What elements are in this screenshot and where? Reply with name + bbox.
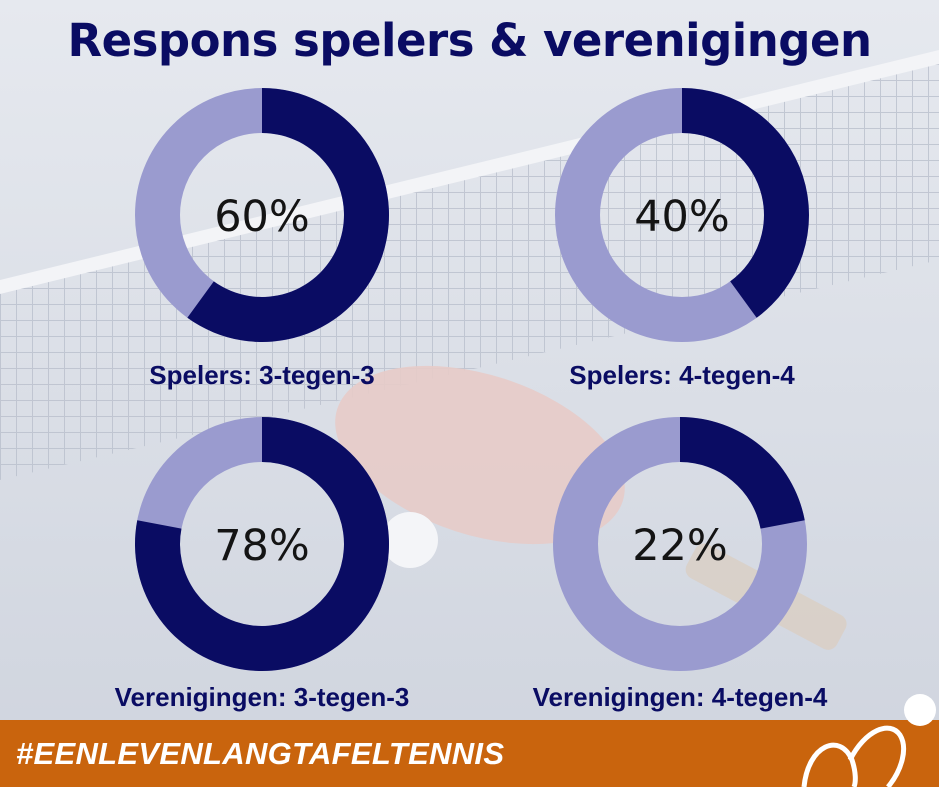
donut-value-slice [680,417,805,529]
table-net [0,60,939,480]
percentage-label: 22% [632,521,728,571]
donut-chart [135,88,389,342]
logo-ball [904,694,936,726]
footer-bar: #EENLEVENLANGTAFELTENNIS [0,720,939,787]
donut-spelers-4-tegen-4: 40% [555,88,809,342]
chart-label: Verenigingen: 3-tegen-3 [114,682,410,712]
donut-chart [553,417,807,671]
donut-spelers-3-tegen-3: 60% [135,88,389,342]
donut-chart [555,88,809,342]
chart-label: Spelers: 3-tegen-3 [149,360,375,390]
hashtag: #EENLEVENLANGTAFELTENNIS [16,736,505,771]
donut-verenigingen-3-tegen-3: 78% [135,417,389,671]
chart-label: Verenigingen: 4-tegen-4 [532,682,828,712]
donut-value-slice [682,88,809,318]
ball [382,512,438,568]
paddle-blade [335,365,625,545]
donut-value-slice [135,417,389,671]
page-title: Respons spelers & verenigingen [67,14,872,67]
logo-swoosh [801,742,858,787]
logo-swoosh-2 [847,725,906,787]
chart-label: Spelers: 4-tegen-4 [569,360,795,390]
donut-chart [135,417,389,671]
percentage-label: 60% [214,192,310,242]
percentage-label: 40% [634,192,730,242]
brand-logo [801,694,936,787]
donut-value-slice [187,88,389,342]
percentage-label: 78% [214,521,310,571]
donut-verenigingen-4-tegen-4: 22% [553,417,807,671]
